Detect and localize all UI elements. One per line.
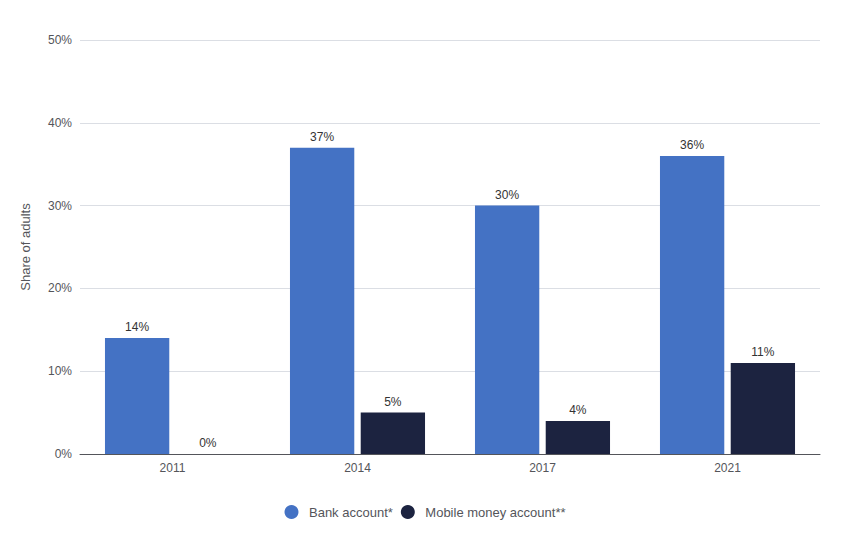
svg-text:30%: 30% bbox=[48, 199, 72, 213]
svg-text:30%: 30% bbox=[495, 188, 519, 202]
svg-text:36%: 36% bbox=[680, 138, 704, 152]
svg-text:0%: 0% bbox=[199, 436, 217, 450]
svg-text:37%: 37% bbox=[310, 130, 334, 144]
svg-text:Mobile money account**: Mobile money account** bbox=[425, 505, 565, 520]
svg-text:14%: 14% bbox=[125, 320, 149, 334]
svg-text:20%: 20% bbox=[48, 281, 72, 295]
svg-text:4%: 4% bbox=[569, 403, 587, 417]
svg-text:2021: 2021 bbox=[714, 461, 741, 475]
svg-text:Share of adults: Share of adults bbox=[18, 203, 33, 291]
svg-text:Bank account*: Bank account* bbox=[309, 505, 393, 520]
svg-text:0%: 0% bbox=[55, 447, 73, 461]
svg-text:2014: 2014 bbox=[344, 461, 371, 475]
svg-text:50%: 50% bbox=[48, 33, 72, 47]
svg-text:10%: 10% bbox=[48, 364, 72, 378]
svg-text:2017: 2017 bbox=[529, 461, 556, 475]
svg-text:2011: 2011 bbox=[160, 461, 186, 475]
svg-text:5%: 5% bbox=[384, 395, 402, 409]
svg-text:40%: 40% bbox=[48, 116, 72, 130]
svg-text:11%: 11% bbox=[751, 345, 774, 359]
